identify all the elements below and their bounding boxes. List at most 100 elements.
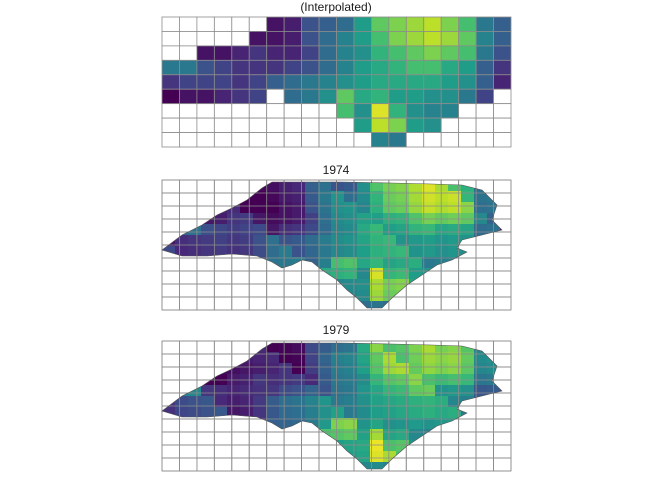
grid-cell: [318, 132, 337, 148]
county-polygon: [396, 385, 410, 397]
grid-cell: [213, 179, 233, 194]
grid-cell: [179, 296, 198, 311]
grid-cell: [196, 117, 215, 133]
state-outline: [161, 342, 503, 470]
county-polygon: [331, 396, 345, 408]
grid-cell: [213, 192, 233, 207]
county-polygon: [422, 418, 436, 430]
county-polygon: [266, 224, 280, 236]
county-polygon: [305, 191, 319, 203]
grid-cell: [266, 444, 285, 459]
grid-cell: [196, 431, 215, 446]
county-polygon: [292, 246, 306, 258]
county-polygon: [240, 224, 254, 236]
county-polygon: [331, 268, 345, 280]
grid-cell: [266, 16, 285, 32]
grid-cell: [283, 88, 302, 105]
grid-cell: [493, 74, 512, 90]
county-polygon: [422, 385, 436, 397]
county-polygon: [175, 396, 189, 408]
grid-cell: [493, 88, 512, 105]
county-polygon: [266, 363, 280, 375]
grid-cell: [283, 132, 302, 148]
grid-cell: [161, 270, 180, 285]
county-polygon: [175, 235, 189, 247]
county-polygon: [292, 343, 306, 353]
grid-cell: [388, 59, 407, 76]
grid-cell: [493, 179, 512, 194]
grid-cell: [213, 418, 233, 433]
county-polygon: [331, 202, 345, 214]
county-polygon: [461, 343, 475, 353]
grid-cell: [161, 117, 180, 133]
county-polygon: [292, 235, 306, 247]
grid-cell: [458, 444, 477, 459]
county-polygon: [370, 451, 384, 463]
county-polygon: [318, 191, 332, 203]
grid-cell: [458, 74, 477, 90]
grid-cell: [213, 45, 233, 61]
grid-cell: [283, 444, 302, 459]
grid-cell: [353, 74, 372, 90]
grid-cell: [266, 117, 285, 133]
grid-cell: [196, 16, 215, 32]
county-polygon: [344, 191, 358, 203]
grid-cell: [458, 418, 477, 433]
county-polygon: [318, 202, 332, 214]
grid-cell: [336, 88, 355, 105]
county-polygon: [201, 396, 215, 408]
county-polygon: [422, 224, 436, 236]
county-polygon: [461, 191, 475, 203]
grid-cell: [458, 257, 477, 272]
county-polygon: [266, 385, 280, 397]
county-polygon: [305, 224, 319, 236]
grid-cell: [179, 340, 198, 355]
county-polygon: [370, 343, 384, 353]
county-polygon: [279, 191, 293, 203]
grid-cell: [196, 353, 215, 368]
grid-cell: [179, 179, 198, 194]
county-polygon: [305, 202, 319, 214]
grid-cell: [213, 103, 233, 119]
grid-cell: [301, 88, 320, 105]
grid-cell: [161, 31, 180, 47]
grid-cell: [353, 31, 372, 47]
county-polygon: [318, 407, 332, 419]
county-polygon: [279, 407, 293, 419]
grid-cell: [161, 59, 180, 76]
grid-cell: [231, 103, 250, 119]
county-polygon: [422, 363, 436, 375]
grid-cell: [458, 88, 477, 105]
grid-cell: [231, 296, 250, 311]
county-polygon: [292, 363, 306, 375]
grid-cell: [283, 16, 302, 32]
county-polygon: [448, 407, 462, 419]
grid-cell: [283, 296, 302, 311]
county-polygon: [305, 363, 319, 375]
county-polygon: [383, 191, 397, 203]
county-polygon: [435, 343, 449, 353]
grid-cell: [266, 132, 285, 148]
grid-cell: [283, 117, 302, 133]
grid-cell: [440, 431, 460, 446]
grid-cell: [458, 59, 477, 76]
grid-cell: [405, 31, 425, 47]
grid-cell: [475, 31, 494, 47]
county-polygon: [370, 246, 384, 258]
county-polygon: [370, 418, 384, 430]
grid-cell: [458, 296, 477, 311]
grid-cell: [475, 244, 494, 259]
grid-cell: [388, 16, 407, 32]
county-polygon: [370, 279, 384, 291]
grid-cell: [475, 296, 494, 311]
county-polygon: [227, 385, 241, 397]
grid-cell: [231, 340, 250, 355]
county-polygon: [344, 257, 358, 269]
county-polygon: [422, 191, 436, 203]
grid-cell: [196, 366, 215, 381]
county-polygon: [292, 407, 306, 419]
county-polygon: [279, 235, 293, 247]
county-polygon: [344, 352, 358, 364]
county-polygon: [357, 440, 371, 452]
county-polygon: [305, 246, 319, 258]
